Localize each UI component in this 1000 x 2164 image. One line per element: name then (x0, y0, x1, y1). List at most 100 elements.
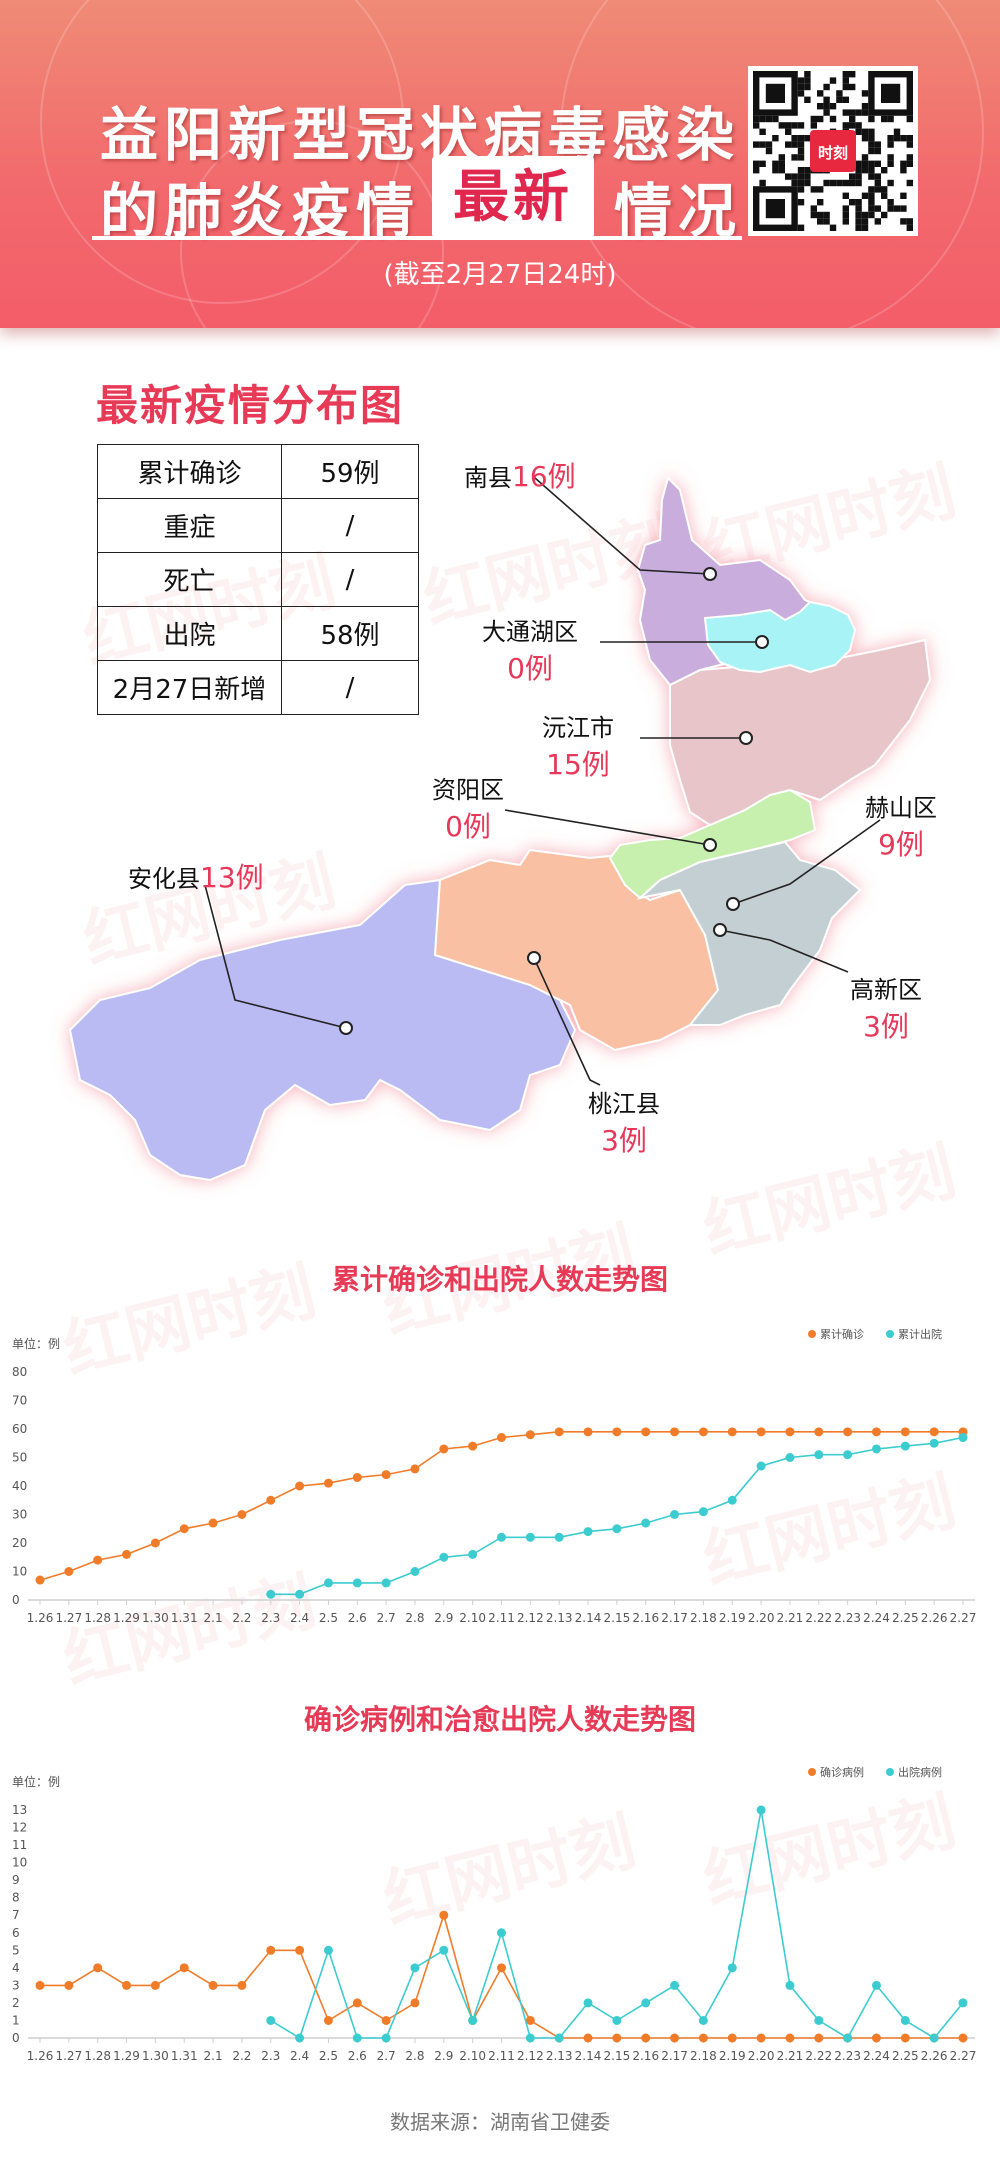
data-point (670, 1427, 680, 1437)
data-point (323, 1578, 333, 1588)
unit-label: 单位：例 (12, 1774, 60, 1789)
x-tick-label: 2.25 (892, 2049, 919, 2063)
region-label-nanxian: 南县16例 (464, 460, 576, 493)
x-tick-label: 2.23 (834, 1611, 861, 1625)
x-tick-label: 2.26 (921, 2049, 948, 2063)
data-point (323, 2015, 333, 2025)
data-point (900, 1427, 910, 1437)
table-value: / (281, 498, 419, 553)
table-value: / (281, 552, 419, 607)
y-tick-label: 13 (12, 1803, 27, 1817)
x-tick-label: 2.23 (834, 2049, 861, 2063)
data-point (352, 1578, 362, 1588)
y-tick-label: 20 (12, 1536, 27, 1550)
y-tick-label: 50 (12, 1451, 27, 1465)
data-point (698, 2015, 708, 2025)
x-tick-label: 2.1 (204, 2049, 223, 2063)
x-tick-label: 1.30 (142, 1611, 169, 1625)
data-point (670, 1510, 680, 1519)
x-tick-label: 2.16 (632, 1611, 659, 1625)
data-point (352, 2033, 362, 2043)
data-point (150, 1980, 160, 1990)
region-label-anhua: 安化县13例 (128, 861, 264, 894)
x-tick-label: 2.14 (575, 1611, 602, 1625)
data-point (583, 1998, 593, 2008)
data-point (208, 1518, 218, 1528)
x-tick-label: 2.24 (863, 1611, 890, 1625)
data-point (381, 1470, 391, 1480)
x-tick-label: 2.26 (921, 1611, 948, 1625)
y-tick-label: 1 (12, 2013, 20, 2027)
x-tick-label: 1.31 (171, 2049, 198, 2063)
region-datonghu (703, 600, 857, 674)
table-row: 死亡 / (97, 552, 419, 607)
qr-badge-text: 时刻 (818, 144, 848, 162)
data-point (497, 1532, 506, 1542)
data-point (641, 1427, 651, 1437)
data-point (410, 1464, 420, 1474)
data-point (871, 1427, 881, 1437)
data-point (958, 1433, 968, 1443)
x-tick-label: 2.27 (950, 2049, 977, 2063)
x-tick-label: 2.4 (290, 1611, 309, 1625)
data-point (785, 1453, 795, 1462)
header-banner: 益阳新型冠状病毒感染 的肺炎疫情 最新 情况 (截至2月27日24时) 时刻 (0, 0, 1000, 328)
region-label-gaoxin: 高新区 3例 (850, 976, 922, 1043)
region-anhua (68, 878, 577, 1182)
legend-marker (808, 1330, 816, 1338)
qr-badge (810, 130, 856, 172)
data-point (814, 1450, 824, 1460)
data-point (295, 1589, 305, 1599)
data-point (323, 1478, 333, 1488)
data-point (583, 2033, 593, 2043)
qr-code[interactable]: 时刻 (748, 66, 918, 236)
data-point (900, 1441, 910, 1451)
data-point (814, 1427, 824, 1437)
x-tick-label: 2.1 (204, 1611, 223, 1625)
series-line (270, 1436, 964, 1596)
x-tick-label: 2.3 (261, 2049, 280, 2063)
legend-label: 确诊病例 (820, 1765, 864, 1779)
data-point (323, 1945, 333, 1955)
chart2-title: 确诊病例和治愈出院人数走势图 (303, 1703, 696, 1736)
data-point (727, 1963, 737, 1973)
region-label-ziyang: 资阳区 0例 (432, 776, 504, 843)
data-point (352, 1472, 362, 1482)
data-point (35, 1575, 45, 1585)
y-tick-label: 30 (12, 1508, 27, 1522)
x-tick-label: 2.15 (604, 2049, 631, 2063)
x-tick-label: 2.22 (805, 2049, 832, 2063)
region-label-yuanjiang: 沅江市 15例 (542, 714, 614, 781)
data-point (122, 1549, 132, 1559)
data-point (266, 1495, 276, 1505)
data-point (727, 1495, 737, 1505)
data-point (843, 2033, 853, 2043)
data-point (641, 2033, 651, 2043)
y-tick-label: 10 (12, 1856, 27, 1870)
data-point (756, 1805, 766, 1815)
data-point (266, 1589, 276, 1599)
x-tick-label: 1.28 (84, 1611, 111, 1625)
data-point (64, 1567, 74, 1576)
x-tick-label: 1.27 (55, 1611, 82, 1625)
series-line (270, 1809, 964, 2040)
x-tick-label: 2.12 (517, 1611, 544, 1625)
table-row: 重症 / (97, 498, 419, 553)
data-point (698, 1507, 708, 1517)
table-value: 59例 (281, 444, 419, 499)
x-tick-label: 2.2 (232, 1611, 251, 1625)
data-point (150, 1538, 160, 1548)
x-tick-label: 1.29 (113, 1611, 140, 1625)
data-point (179, 1524, 189, 1534)
data-point (785, 1980, 795, 1990)
x-tick-label: 2.7 (377, 1611, 396, 1625)
x-tick-label: 2.5 (319, 1611, 338, 1625)
table-key: 重症 (97, 498, 282, 553)
x-tick-label: 2.16 (632, 2049, 659, 2063)
data-point (843, 1450, 853, 1460)
table-key: 2月27日新增 (97, 660, 282, 715)
data-point (929, 1427, 939, 1437)
y-tick-label: 5 (12, 1943, 20, 1957)
x-tick-label: 2.21 (777, 1611, 804, 1625)
data-point (410, 1998, 420, 2008)
